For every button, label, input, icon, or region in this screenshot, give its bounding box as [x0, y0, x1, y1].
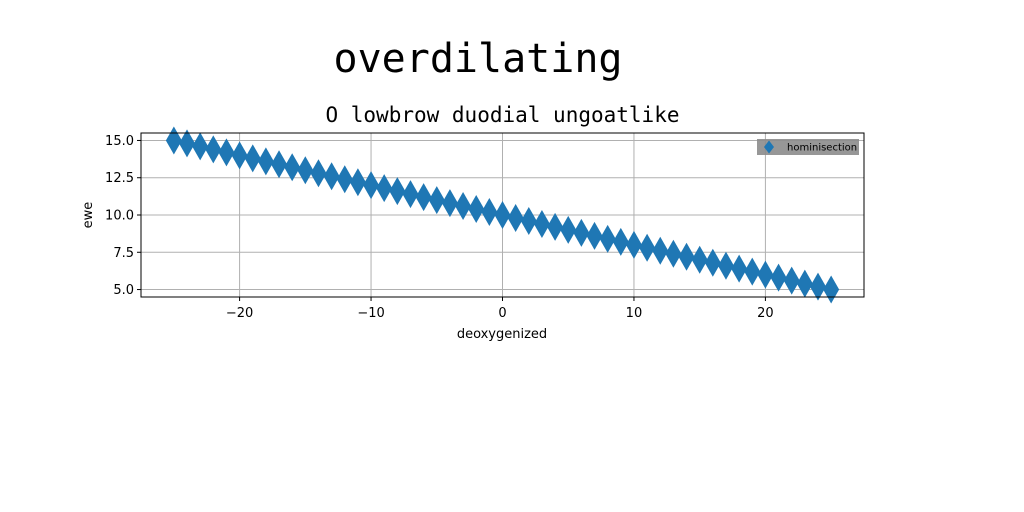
data-point-diamond: [349, 168, 366, 197]
data-point-diamond: [625, 230, 642, 259]
data-point-diamond: [691, 245, 708, 274]
data-point-diamond: [297, 156, 314, 185]
data-point-diamond: [547, 212, 564, 241]
x-tick-label: 10: [626, 306, 643, 321]
data-point-diamond: [363, 171, 380, 200]
data-point-diamond: [731, 254, 748, 283]
data-points: [165, 126, 840, 304]
data-point-diamond: [586, 221, 603, 250]
x-axis-label: deoxygenized: [457, 327, 547, 342]
data-point-diamond: [192, 132, 209, 161]
legend-marker-diamond: [764, 140, 774, 154]
y-tick-label: 15.0: [105, 134, 134, 149]
data-point-diamond: [573, 218, 590, 247]
data-point-diamond: [428, 186, 445, 215]
y-tick-label: 5.0: [113, 283, 134, 298]
data-point-diamond: [823, 275, 840, 304]
data-point-diamond: [783, 266, 800, 295]
data-point-diamond: [455, 192, 472, 221]
data-point-diamond: [336, 165, 353, 194]
data-point-diamond: [376, 174, 393, 203]
y-tick-label: 7.5: [113, 246, 134, 261]
data-point-diamond: [402, 180, 419, 209]
data-point-diamond: [744, 257, 761, 286]
chart-title: O lowbrow duodial ungoatlike: [325, 103, 680, 127]
data-point-diamond: [271, 150, 288, 179]
data-point-diamond: [599, 224, 616, 253]
data-point-diamond: [639, 233, 656, 262]
legend-box: [757, 139, 859, 155]
data-point-diamond: [441, 189, 458, 218]
legend-label: hominisection: [787, 143, 857, 154]
data-point-diamond: [520, 206, 537, 235]
data-point-diamond: [704, 248, 721, 277]
data-point-diamond: [179, 129, 196, 158]
data-point-diamond: [612, 227, 629, 256]
x-axis-ticks: −20 −10 0 10 20: [226, 297, 774, 321]
data-point-diamond: [231, 141, 248, 170]
y-tick-label: 12.5: [105, 171, 134, 186]
data-point-diamond: [310, 159, 327, 188]
legend: hominisection: [757, 139, 859, 155]
data-point-diamond: [257, 147, 274, 176]
y-axis-ticks: 5.0 7.5 10.0 12.5 15.0: [105, 134, 141, 298]
data-point-diamond: [481, 198, 498, 227]
data-point-diamond: [284, 153, 301, 182]
data-point-diamond: [770, 263, 787, 292]
data-point-diamond: [165, 126, 182, 155]
data-point-diamond: [244, 144, 261, 173]
data-point-diamond: [205, 135, 222, 164]
data-point-diamond: [678, 242, 695, 271]
data-point-diamond: [796, 269, 813, 298]
data-point-diamond: [507, 203, 524, 232]
data-point-diamond: [494, 201, 511, 229]
data-point-diamond: [757, 260, 774, 289]
data-point-diamond: [218, 138, 235, 167]
y-axis-label: ewe: [81, 202, 96, 229]
data-point-diamond: [717, 251, 734, 280]
data-point-diamond: [652, 236, 669, 265]
x-tick-label: −20: [226, 306, 253, 321]
data-point-diamond: [389, 177, 406, 206]
x-tick-label: −10: [357, 306, 384, 321]
data-point-diamond: [323, 162, 340, 191]
figure-title: overdilating: [333, 36, 623, 82]
data-point-diamond: [415, 183, 432, 212]
data-point-diamond: [665, 239, 682, 268]
x-tick-label: 20: [757, 306, 774, 321]
data-point-diamond: [809, 272, 826, 301]
y-tick-label: 10.0: [105, 209, 134, 224]
x-tick-label: 0: [498, 306, 506, 321]
data-point-diamond: [560, 215, 577, 244]
data-point-diamond: [533, 209, 550, 238]
data-point-diamond: [468, 195, 485, 224]
